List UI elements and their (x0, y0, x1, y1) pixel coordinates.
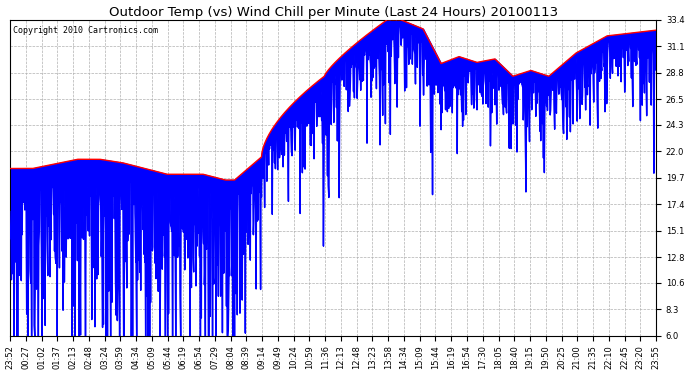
Text: Copyright 2010 Cartronics.com: Copyright 2010 Cartronics.com (13, 26, 158, 35)
Title: Outdoor Temp (vs) Wind Chill per Minute (Last 24 Hours) 20100113: Outdoor Temp (vs) Wind Chill per Minute … (108, 6, 558, 18)
